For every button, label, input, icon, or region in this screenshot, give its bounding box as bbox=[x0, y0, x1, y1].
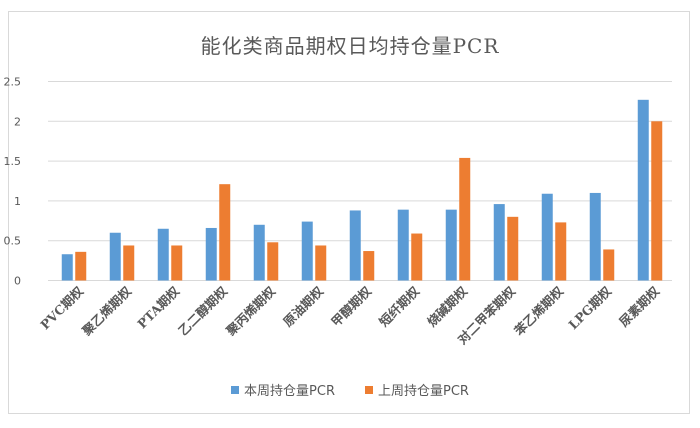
bar-last-week bbox=[171, 245, 183, 281]
x-tick-label: 烧碱期权 bbox=[424, 283, 470, 329]
bar-last-week bbox=[267, 242, 279, 281]
bar-last-week bbox=[363, 251, 375, 281]
x-tick-label: 苯乙烯期权 bbox=[511, 283, 567, 339]
bar-this-week bbox=[637, 99, 649, 281]
bar-this-week bbox=[589, 192, 601, 281]
x-tick-label: PVC期权 bbox=[37, 283, 86, 332]
bar-this-week bbox=[541, 193, 553, 281]
bar-last-week bbox=[411, 233, 423, 281]
x-tick-label: 聚乙烯期权 bbox=[79, 283, 135, 339]
y-tick-label: 2 bbox=[14, 115, 21, 128]
legend-swatch-orange bbox=[365, 385, 373, 394]
bar-last-week bbox=[507, 216, 519, 281]
bar-this-week bbox=[445, 209, 457, 281]
legend-swatch-blue bbox=[231, 385, 240, 394]
y-tick-label: 1 bbox=[14, 195, 21, 208]
x-tick-label: 乙二醇期权 bbox=[175, 283, 230, 338]
legend-label: 上周持仓量PCR bbox=[378, 384, 469, 399]
bar-this-week bbox=[493, 204, 505, 281]
bar-last-week bbox=[651, 121, 663, 281]
bar-last-week bbox=[555, 222, 567, 281]
bar-last-week bbox=[219, 184, 231, 281]
bar-this-week bbox=[157, 228, 169, 281]
bar-this-week bbox=[205, 227, 217, 281]
y-tick-label: 0 bbox=[14, 275, 21, 288]
legend-label: 本周持仓量PCR bbox=[244, 384, 335, 399]
bar-this-week bbox=[109, 232, 121, 281]
bar-this-week bbox=[253, 224, 265, 281]
x-tick-label: 尿素期权 bbox=[616, 283, 662, 329]
chart-frame bbox=[8, 11, 690, 414]
x-tick-label: PTA期权 bbox=[134, 283, 182, 331]
x-tick-label: LPG期权 bbox=[565, 283, 614, 332]
bar-this-week bbox=[397, 209, 409, 281]
bar-this-week bbox=[349, 210, 361, 281]
legend-item-last-week: 上周持仓量PCR bbox=[365, 380, 469, 399]
bar-last-week bbox=[315, 245, 327, 281]
y-tick-label: 2.5 bbox=[4, 76, 22, 89]
legend-item-this-week: 本周持仓量PCR bbox=[231, 380, 335, 399]
legend: 本周持仓量PCR 上周持仓量PCR bbox=[0, 380, 700, 399]
chart-title: 能化类商品期权日均持仓量PCR bbox=[200, 34, 500, 58]
x-tick-label: 聚丙烯期权 bbox=[223, 283, 279, 339]
y-tick-label: 1.5 bbox=[4, 155, 22, 168]
bar-last-week bbox=[603, 249, 615, 281]
bar-last-week bbox=[75, 251, 87, 281]
x-tick-label: 甲醇期权 bbox=[328, 283, 374, 329]
x-tick-label: 短纤期权 bbox=[376, 283, 422, 329]
y-tick-label: 0.5 bbox=[4, 235, 22, 248]
bar-this-week bbox=[301, 221, 313, 281]
bar-last-week bbox=[459, 157, 471, 281]
x-tick-label: 原油期权 bbox=[280, 283, 326, 329]
bar-last-week bbox=[123, 245, 135, 281]
bar-this-week bbox=[61, 254, 73, 281]
